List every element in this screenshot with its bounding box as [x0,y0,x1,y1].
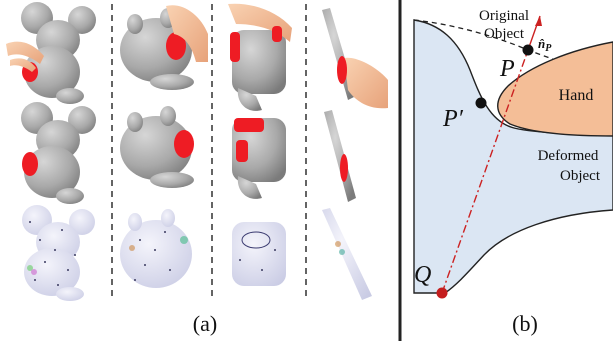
mouse-pointcloud-render [22,205,95,301]
panel-a: (a) [6,2,388,336]
box-pointcloud-render [232,222,286,286]
label-hand: Hand [559,87,594,104]
creature-contact-render [120,106,194,188]
box-contact-render [232,118,286,199]
point-p-marker [522,44,534,56]
label-point-p-prime: P′ [442,106,464,132]
mouse-contact-render [21,102,96,204]
knife-grasped-render [322,8,388,109]
label-original-line2: Object [484,26,525,42]
qp-line [441,49,529,294]
panel-b: Original Object n̂P P Hand P′ Deformed O… [413,8,613,336]
label-deformed-line1: Deformed [538,148,599,164]
panel-b-caption: (b) [512,311,538,336]
label-point-p: P [499,56,515,82]
mouse-grasped-render [6,2,96,104]
creature-grasped-render [120,5,208,90]
label-point-q: Q [414,262,431,288]
normal-arrow-head [535,16,542,26]
label-normal: n̂P [538,36,552,54]
box-grasped-render [228,3,292,111]
point-q-marker [436,287,448,299]
panel-a-caption: (a) [193,311,217,336]
label-deformed-line2: Object [560,168,601,184]
point-p-prime-marker [475,97,487,109]
knife-pointcloud-render [322,208,372,300]
creature-pointcloud-render [120,209,192,288]
hand-region [497,41,613,137]
label-original-line1: Original [479,8,529,24]
knife-contact-render [324,110,356,202]
